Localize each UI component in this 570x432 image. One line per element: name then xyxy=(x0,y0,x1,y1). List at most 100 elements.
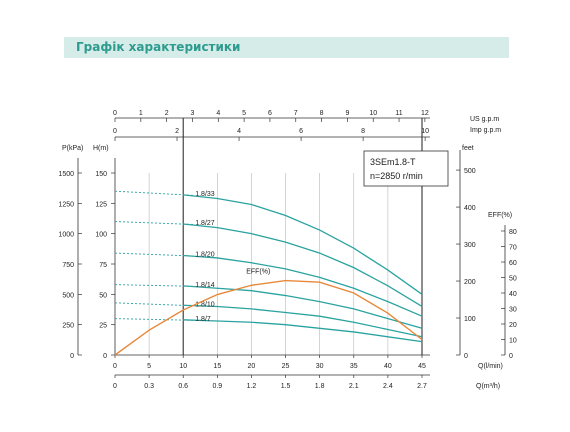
head-curve-label: 1.8/20 xyxy=(195,252,215,259)
us-gpm-tick-label: 5 xyxy=(242,110,246,117)
page-title: Графік характеристики xyxy=(76,40,241,54)
us-gpm-tick-label: 11 xyxy=(395,110,402,117)
imp-gpm-axis-label: Imp g.p.m xyxy=(470,127,501,134)
eff-tick-label: 10 xyxy=(509,338,517,345)
us-gpm-tick-label: 9 xyxy=(345,110,349,117)
p-kpa-tick-label: 1500 xyxy=(58,171,74,178)
title-bar: Графік характеристики xyxy=(64,37,509,58)
imp-gpm-tick-label: 2 xyxy=(175,128,179,135)
q-m3h-tick-label: 0.3 xyxy=(144,383,154,390)
us-gpm-tick-label: 1 xyxy=(139,110,143,117)
head-curve xyxy=(183,223,423,308)
head-curve-dashed xyxy=(114,190,194,196)
q-m3h-tick-label: 0 xyxy=(113,383,117,390)
feet-tick-label: 500 xyxy=(464,168,476,175)
head-curve xyxy=(183,285,423,329)
head-curve-dashed xyxy=(114,284,194,287)
feet-tick-label: 100 xyxy=(464,316,476,323)
us-gpm-axis-label: US g.p.m xyxy=(470,116,499,123)
feet-tick-label: 400 xyxy=(464,205,476,212)
us-gpm-tick-label: 10 xyxy=(369,110,377,117)
us-gpm-tick-label: 4 xyxy=(216,110,220,117)
head-curve-dashed xyxy=(114,252,194,257)
efficiency-curve xyxy=(114,279,423,356)
eff-tick-label: 50 xyxy=(509,276,517,283)
us-gpm-tick-label: 2 xyxy=(165,110,169,117)
p-kpa-tick-label: 750 xyxy=(62,262,74,269)
us-gpm-tick-label: 6 xyxy=(268,110,272,117)
q-lmin-tick-label: 35 xyxy=(350,363,358,370)
head-curve-label: 1.8/33 xyxy=(195,191,215,198)
p-kpa-tick-label: 1000 xyxy=(58,232,74,239)
feet-axis-label: feet xyxy=(462,145,474,152)
h-m-tick-label: 125 xyxy=(95,201,107,208)
imp-gpm-tick-label: 10 xyxy=(421,128,429,135)
feet-tick-label: 300 xyxy=(464,242,476,249)
q-m3h-tick-label: 1.5 xyxy=(281,383,291,390)
h-m-tick-label: 0 xyxy=(103,353,107,360)
head-curve xyxy=(183,319,423,343)
imp-gpm-tick-label: 4 xyxy=(237,128,241,135)
q-lmin-tick-label: 0 xyxy=(113,363,117,370)
head-curve-dashed xyxy=(114,221,194,225)
imp-gpm-tick-label: 8 xyxy=(361,128,365,135)
model-label: 3SEm1.8-T xyxy=(370,157,416,167)
head-curve xyxy=(183,254,423,317)
head-curve xyxy=(183,194,423,295)
efficiency-curve-label: EFF(%) xyxy=(246,269,270,276)
eff-tick-label: 40 xyxy=(509,291,517,298)
speed-label: n=2850 r/min xyxy=(370,171,423,181)
q-lmin-tick-label: 5 xyxy=(147,363,151,370)
q-lmin-tick-label: 10 xyxy=(179,363,187,370)
q-lmin-tick-label: 45 xyxy=(418,363,426,370)
q-lmin-tick-label: 40 xyxy=(384,363,392,370)
q-m3h-tick-label: 2.1 xyxy=(349,383,359,390)
q-lmin-tick-label: 15 xyxy=(213,363,221,370)
eff-axis-label: EFF(%) xyxy=(488,212,512,219)
eff-tick-label: 30 xyxy=(509,307,517,314)
h-m-tick-label: 25 xyxy=(99,323,107,330)
eff-tick-label: 70 xyxy=(509,245,517,252)
head-curve-label: 1.8/7 xyxy=(195,316,211,323)
head-curve-dashed xyxy=(114,302,194,307)
us-gpm-tick-label: 12 xyxy=(421,110,429,117)
q-lmin-tick-label: 30 xyxy=(316,363,324,370)
q-m3h-axis-label: Q(m³/h) xyxy=(476,383,500,390)
q-m3h-tick-label: 2.7 xyxy=(417,383,427,390)
p-kpa-tick-label: 250 xyxy=(62,323,74,330)
eff-tick-label: 80 xyxy=(509,229,517,236)
q-m3h-tick-label: 0.6 xyxy=(178,383,188,390)
p-kpa-tick-label: 1250 xyxy=(58,201,74,208)
eff-tick-label: 0 xyxy=(509,353,513,360)
eff-tick-label: 60 xyxy=(509,260,517,267)
feet-tick-label: 200 xyxy=(464,279,476,286)
us-gpm-tick-label: 3 xyxy=(191,110,195,117)
us-gpm-tick-label: 0 xyxy=(113,110,117,117)
feet-tick-label: 0 xyxy=(464,353,468,360)
q-m3h-tick-label: 0.9 xyxy=(212,383,222,390)
p-kpa-tick-label: 500 xyxy=(62,292,74,299)
us-gpm-tick-label: 7 xyxy=(294,110,298,117)
head-curve xyxy=(183,304,423,338)
q-lmin-axis-label: Q(l/min) xyxy=(478,363,503,370)
p-kpa-axis-label: P(kPa) xyxy=(62,145,83,152)
model-legend-box xyxy=(363,150,449,187)
q-m3h-tick-label: 2.4 xyxy=(383,383,393,390)
imp-gpm-tick-label: 0 xyxy=(113,128,117,135)
h-m-tick-label: 75 xyxy=(99,262,107,269)
head-curve-dashed xyxy=(114,318,194,321)
h-m-tick-label: 50 xyxy=(99,292,107,299)
imp-gpm-tick-label: 6 xyxy=(299,128,303,135)
q-m3h-tick-label: 1.8 xyxy=(315,383,325,390)
h-m-tick-label: 100 xyxy=(95,232,107,239)
us-gpm-tick-label: 8 xyxy=(320,110,324,117)
q-m3h-tick-label: 1.2 xyxy=(247,383,257,390)
head-curve-label: 1.8/27 xyxy=(195,220,215,227)
p-kpa-tick-label: 0 xyxy=(70,353,74,360)
eff-tick-label: 20 xyxy=(509,322,517,329)
q-lmin-tick-label: 25 xyxy=(282,363,290,370)
h-m-tick-label: 150 xyxy=(95,171,107,178)
q-lmin-tick-label: 20 xyxy=(248,363,256,370)
h-m-axis-label: H(m) xyxy=(93,145,109,152)
